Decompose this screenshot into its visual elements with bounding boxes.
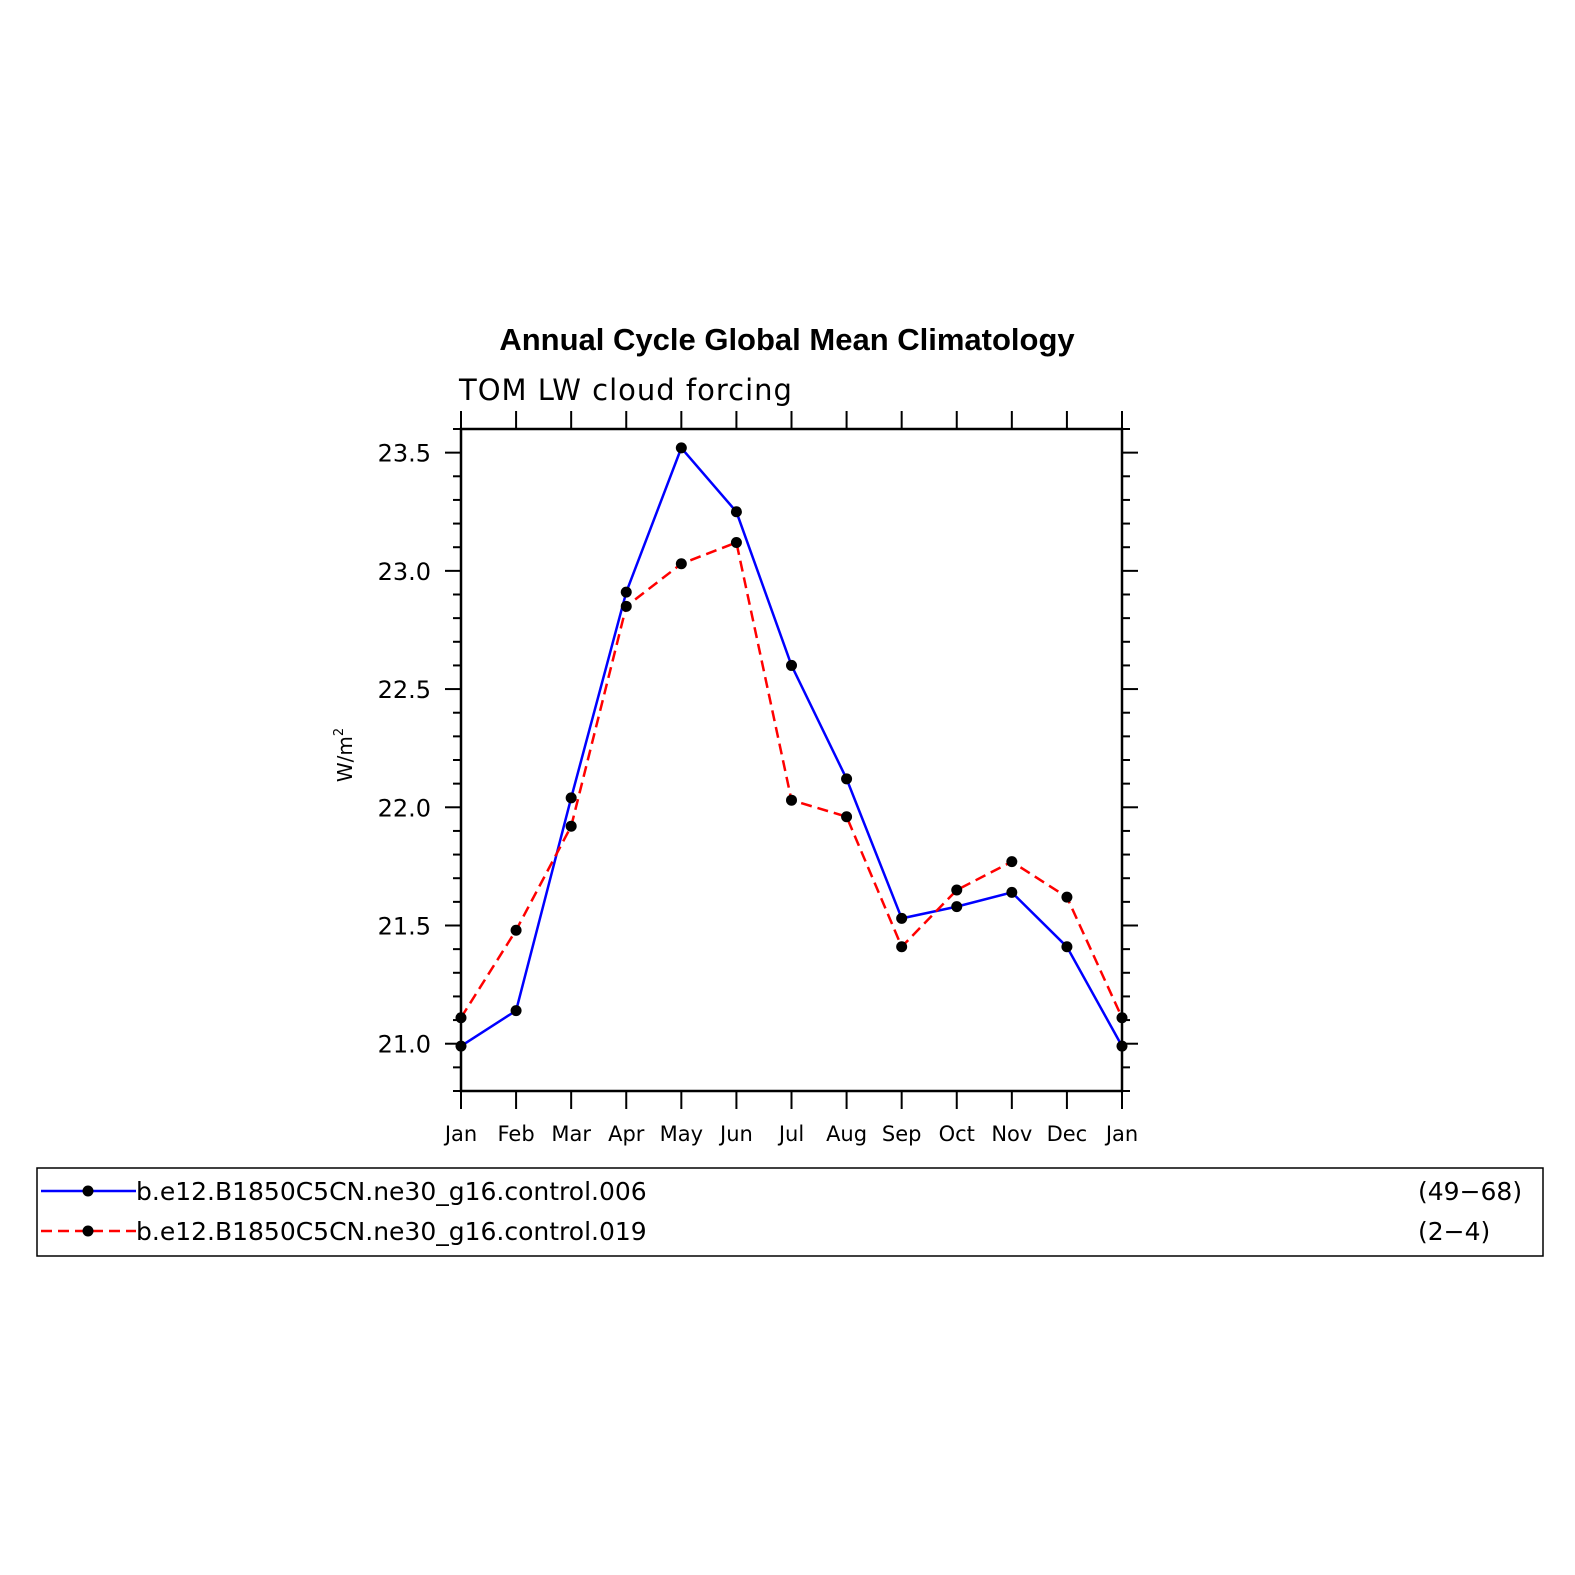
data-point [675,442,687,454]
x-tick-label: Aug [826,1122,867,1146]
data-point [786,794,797,806]
x-tick-label: Jan [1104,1122,1138,1146]
data-point [951,901,963,913]
chart-subtitle: TOM LW cloud forcing [458,373,793,407]
data-point [455,1040,467,1052]
data-point [1061,941,1073,953]
y-axis-label-text: W/m [333,736,357,782]
data-point [675,558,687,570]
data-point [620,600,632,612]
data-point [841,773,853,785]
data-point [1116,1012,1128,1024]
data-point [565,820,577,832]
plot-axes: 21.0 21.5 22.0 22.5 23.0 23.5 Jan Feb Mar Apr May J… [378,411,1138,1146]
data-point [510,924,522,936]
data-point [1006,886,1018,898]
data-point [786,659,797,671]
y-tick-label: 22.5 [378,676,431,704]
series-line-2 [459,540,1124,1019]
legend-marker [82,1185,94,1197]
legend-label: b.e12.B1850C5CN.ne30_g16.control.006 [136,1177,647,1206]
data-point [510,1005,522,1017]
y-tick-label: 21.5 [378,913,431,941]
data-point [841,811,853,823]
legend-years: (49−68) [1418,1177,1522,1206]
legend: b.e12.B1850C5CN.ne30_g16.control.006 (49−… [36,1167,1544,1257]
x-tick-label: Mar [551,1122,591,1146]
x-tick-label: Apr [608,1122,645,1146]
x-tick-label: Sep [882,1122,922,1146]
y-axis-label-superscript: 2 [332,728,347,736]
x-tick-label: Jul [777,1122,804,1146]
series-line-1 [460,445,1124,1048]
y-tick-label: 21.0 [378,1031,431,1059]
y-tick-label: 23.5 [378,440,431,468]
y-axis-label: W/m2 [332,728,357,782]
legend-years: (2−4) [1418,1217,1490,1246]
x-tick-label: Jan [443,1122,477,1146]
svg-text:W/m2: W/m2 [332,728,357,782]
x-tick-label: Feb [497,1122,534,1146]
data-point [730,536,742,548]
x-tick-label: May [660,1122,703,1146]
plot-frame [459,427,1124,1093]
series-layer [455,442,1128,1052]
data-point [565,792,577,804]
data-point [455,1012,467,1024]
legend-marker [82,1225,94,1237]
data-point [951,884,963,896]
data-point [1116,1040,1128,1052]
y-tick-label: 22.0 [378,794,431,822]
y-tick-label: 23.0 [378,558,431,586]
legend-label: b.e12.B1850C5CN.ne30_g16.control.019 [136,1217,647,1246]
data-point [730,506,742,518]
data-point [1006,856,1018,868]
data-point [620,586,632,598]
data-point [1061,891,1073,903]
x-tick-label: Nov [991,1122,1032,1146]
legend-box [36,1167,1544,1257]
data-point [896,941,908,953]
x-tick-label: Oct [939,1122,975,1146]
chart-title: Annual Cycle Global Mean Climatology [499,322,1075,357]
x-tick-label: Dec [1047,1122,1088,1146]
data-point [896,912,908,924]
x-tick-label: Jun [718,1122,753,1146]
